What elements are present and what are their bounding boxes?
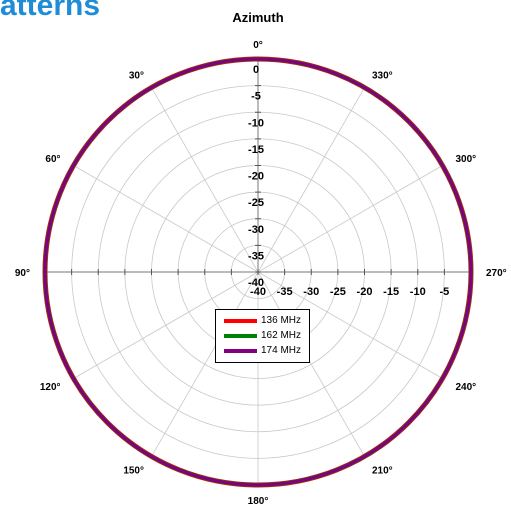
angle-label: 0° xyxy=(253,40,263,51)
legend-label: 174 MHz xyxy=(261,345,302,356)
legend-item-174: 174 MHz xyxy=(224,343,309,358)
legend-item-162: 162 MHz xyxy=(224,328,309,343)
angle-label: 330° xyxy=(372,71,393,82)
radial-tick-label: -20 xyxy=(248,171,264,183)
grid-spoke xyxy=(151,271,259,457)
angle-label: 300° xyxy=(455,154,476,165)
radial-tick-label: -25 xyxy=(248,197,264,209)
polar-grid xyxy=(44,58,472,485)
legend: 136 MHz 162 MHz 174 MHz xyxy=(215,309,310,363)
radial-tick-label: 0 xyxy=(253,64,259,76)
chart-title: Azimuth xyxy=(232,10,283,25)
radial-tick-label: -5 xyxy=(439,286,449,298)
angle-label: 180° xyxy=(248,496,269,507)
grid-spoke xyxy=(257,271,443,379)
radial-tick-label: -10 xyxy=(410,286,426,298)
legend-swatch-red xyxy=(224,318,257,323)
axis-labels: 0° 30° 60° 90° 120° 150° 180° 210° 240° 270° 300° 3… xyxy=(15,40,507,507)
radial-tick-label: -30 xyxy=(303,286,319,298)
grid-spoke xyxy=(257,87,365,273)
series-line-174-mhz xyxy=(43,57,473,487)
grid-spoke xyxy=(257,271,365,457)
grid-spoke xyxy=(73,271,259,379)
grid-spoke xyxy=(257,165,443,273)
angle-label: 30° xyxy=(129,71,144,82)
angle-label: 210° xyxy=(372,465,393,476)
radial-tick-label: -25 xyxy=(330,286,346,298)
radial-tick-label: -30 xyxy=(248,224,264,236)
radial-tick-label: -40 xyxy=(250,286,266,298)
legend-swatch-purple xyxy=(224,348,257,353)
radial-tick-label: -5 xyxy=(251,91,261,103)
legend-item-136: 136 MHz xyxy=(224,313,309,328)
radial-tick-label: -15 xyxy=(248,144,264,156)
radial-tick-label: -35 xyxy=(248,250,264,262)
radial-tick-label: -15 xyxy=(383,286,399,298)
radial-tick-label: -20 xyxy=(357,286,373,298)
angle-label: 270° xyxy=(486,268,507,279)
radial-tick-label: -40 xyxy=(248,277,264,289)
page-title: atterns xyxy=(0,0,101,22)
grid-spoke xyxy=(151,87,259,273)
grid-spoke xyxy=(73,165,259,273)
angle-label: 60° xyxy=(45,154,60,165)
angle-label: 120° xyxy=(40,382,61,393)
series-group xyxy=(42,56,474,488)
radial-tick-label: -10 xyxy=(248,117,264,129)
legend-swatch-green xyxy=(224,333,257,338)
legend-label: 136 MHz xyxy=(261,315,302,326)
radial-tick-label: -35 xyxy=(277,286,293,298)
legend-label: 162 MHz xyxy=(261,330,302,341)
angle-label: 90° xyxy=(15,268,30,279)
angle-label: 150° xyxy=(123,465,144,476)
angle-label: 240° xyxy=(455,382,476,393)
